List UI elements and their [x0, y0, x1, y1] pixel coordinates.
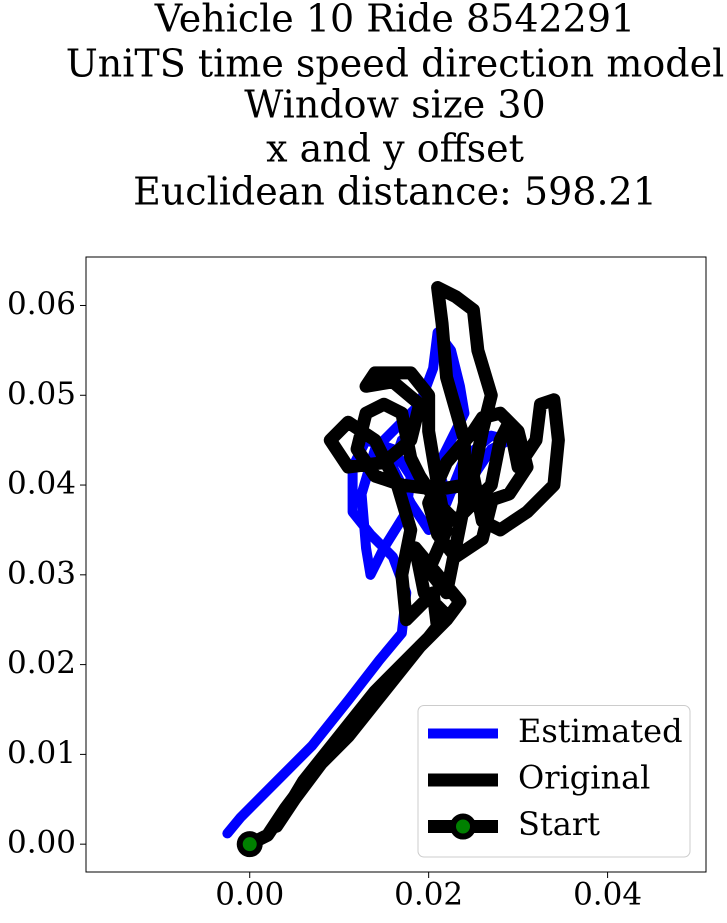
- legend-label: Start: [518, 805, 600, 843]
- legend-label: Original: [518, 759, 650, 797]
- y-tick-label: 0.04: [7, 466, 76, 502]
- y-tick-label: 0.06: [7, 286, 76, 322]
- chart-title: x and y offset: [266, 127, 524, 171]
- y-tick-label: 0.00: [7, 825, 76, 861]
- legend-marker: [450, 813, 476, 840]
- series-line: [243, 281, 565, 851]
- start-marker: [236, 831, 263, 858]
- chart-title: Vehicle 10 Ride 8542291: [154, 0, 635, 41]
- axes-frame: [85, 256, 707, 873]
- plot-area: [222, 281, 565, 858]
- x-tick-label: 0.04: [573, 877, 642, 913]
- chart-title: Euclidean distance: 598.21: [133, 170, 657, 214]
- y-tick-label: 0.01: [7, 735, 76, 771]
- y-tick-label: 0.03: [7, 555, 76, 591]
- x-tick-label: 0.00: [215, 877, 284, 913]
- x-tick-label: 0.02: [394, 877, 463, 913]
- chart-title: Window size 30: [244, 83, 545, 127]
- legend-label: Estimated: [518, 712, 683, 750]
- y-tick-label: 0.02: [7, 645, 76, 681]
- legend-box: [417, 705, 691, 858]
- chart-title: UniTS time speed direction model: [66, 42, 725, 86]
- y-tick-label: 0.05: [7, 376, 76, 412]
